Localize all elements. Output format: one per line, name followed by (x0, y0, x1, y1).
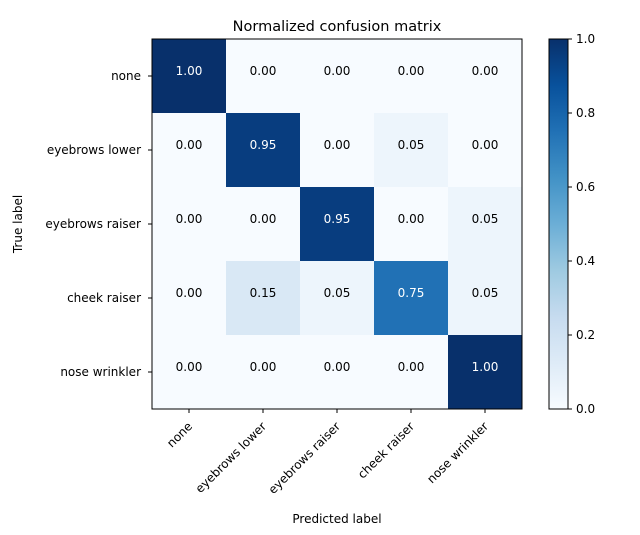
cell-value-label: 0.00 (176, 138, 203, 152)
cell-value-label: 0.00 (324, 64, 351, 78)
cell-value-label: 0.00 (398, 212, 425, 226)
y-axis-label: True label (11, 195, 25, 254)
cell-value-label: 0.00 (176, 360, 203, 374)
x-tick-label: nose wrinkler (424, 419, 491, 486)
heatmap-cell (152, 39, 227, 114)
x-tick-label: eyebrows raiser (266, 419, 344, 497)
y-tick-label: cheek raiser (67, 291, 141, 305)
cell-value-label: 0.00 (472, 138, 499, 152)
cell-value-label: 0.00 (250, 64, 277, 78)
cell-value-label: 0.00 (324, 138, 351, 152)
colorbar-tick-label: 0.2 (576, 328, 595, 342)
heatmap-cell (226, 187, 301, 262)
cell-value-label: 0.00 (250, 360, 277, 374)
cell-value-label: 0.00 (472, 64, 499, 78)
heatmap-cell (300, 39, 375, 114)
cell-value-label: 0.00 (176, 286, 203, 300)
heatmap-cell (374, 113, 449, 188)
heatmap-cell-labels: 1.00 0.00 0.00 0.00 0.00 0.00 0.95 0.00 0.05 0.00… (176, 64, 499, 374)
heatmap-cell (448, 187, 523, 262)
x-tick-label: eyebrows lower (193, 419, 270, 496)
y-tick-label: none (111, 69, 141, 83)
heatmap-cell (300, 261, 375, 336)
heatmap-cell (226, 335, 301, 410)
cell-value-label: 0.00 (398, 360, 425, 374)
colorbar-tick-label: 1.0 (576, 32, 595, 46)
x-tick-label: cheek raiser (355, 419, 417, 481)
cell-value-label: 0.05 (472, 212, 499, 226)
heatmap-cell (374, 335, 449, 410)
heatmap-cell (152, 113, 227, 188)
heatmap-cell (300, 113, 375, 188)
cell-value-label: 1.00 (472, 360, 499, 374)
cell-value-label: 0.05 (472, 286, 499, 300)
cell-value-label: 0.00 (324, 360, 351, 374)
cell-value-label: 0.00 (176, 212, 203, 226)
cell-value-label: 0.95 (324, 212, 351, 226)
heatmap-cell (374, 39, 449, 114)
y-tick-label: eyebrows lower (47, 143, 141, 157)
heatmap-cell (152, 261, 227, 336)
y-tick-label: eyebrows raiser (45, 217, 141, 231)
cell-value-label: 0.05 (398, 138, 425, 152)
heatmap-cell (152, 335, 227, 410)
cell-value-label: 0.00 (398, 64, 425, 78)
heatmap-cell (448, 39, 523, 114)
x-axis-label: Predicted label (292, 512, 381, 526)
cell-value-label: 0.95 (250, 138, 277, 152)
heatmap-cell (152, 187, 227, 262)
colorbar-tick-label: 0.6 (576, 180, 595, 194)
heatmap-cell (226, 261, 301, 336)
heatmap-cell (300, 187, 375, 262)
cell-value-label: 1.00 (176, 64, 203, 78)
x-tick-label: none (164, 419, 195, 450)
heatmap-cell (374, 261, 449, 336)
colorbar-tick-label: 0.8 (576, 106, 595, 120)
colorbar-tick-label: 0.4 (576, 254, 595, 268)
colorbar-tick-label: 0.0 (576, 402, 595, 416)
heatmap-cell (374, 187, 449, 262)
heatmap-cell (448, 261, 523, 336)
heatmap-cell (226, 39, 301, 114)
cell-value-label: 0.75 (398, 286, 425, 300)
heatmap-cells (152, 39, 523, 410)
heatmap-cell (448, 113, 523, 188)
heatmap-cell (448, 335, 523, 410)
heatmap-cell (300, 335, 375, 410)
colorbar-ticks: 0.0 0.2 0.4 0.6 0.8 1.0 (568, 32, 595, 416)
heatmap-cell (226, 113, 301, 188)
colorbar (548, 38, 569, 410)
y-tick-label: nose wrinkler (60, 365, 141, 379)
cell-value-label: 0.15 (250, 286, 277, 300)
chart-title: Normalized confusion matrix (233, 19, 442, 35)
cell-value-label: 0.05 (324, 286, 351, 300)
y-axis-ticks: none eyebrows lower eyebrows raiser cheek r… (45, 69, 152, 379)
cell-value-label: 0.00 (250, 212, 277, 226)
